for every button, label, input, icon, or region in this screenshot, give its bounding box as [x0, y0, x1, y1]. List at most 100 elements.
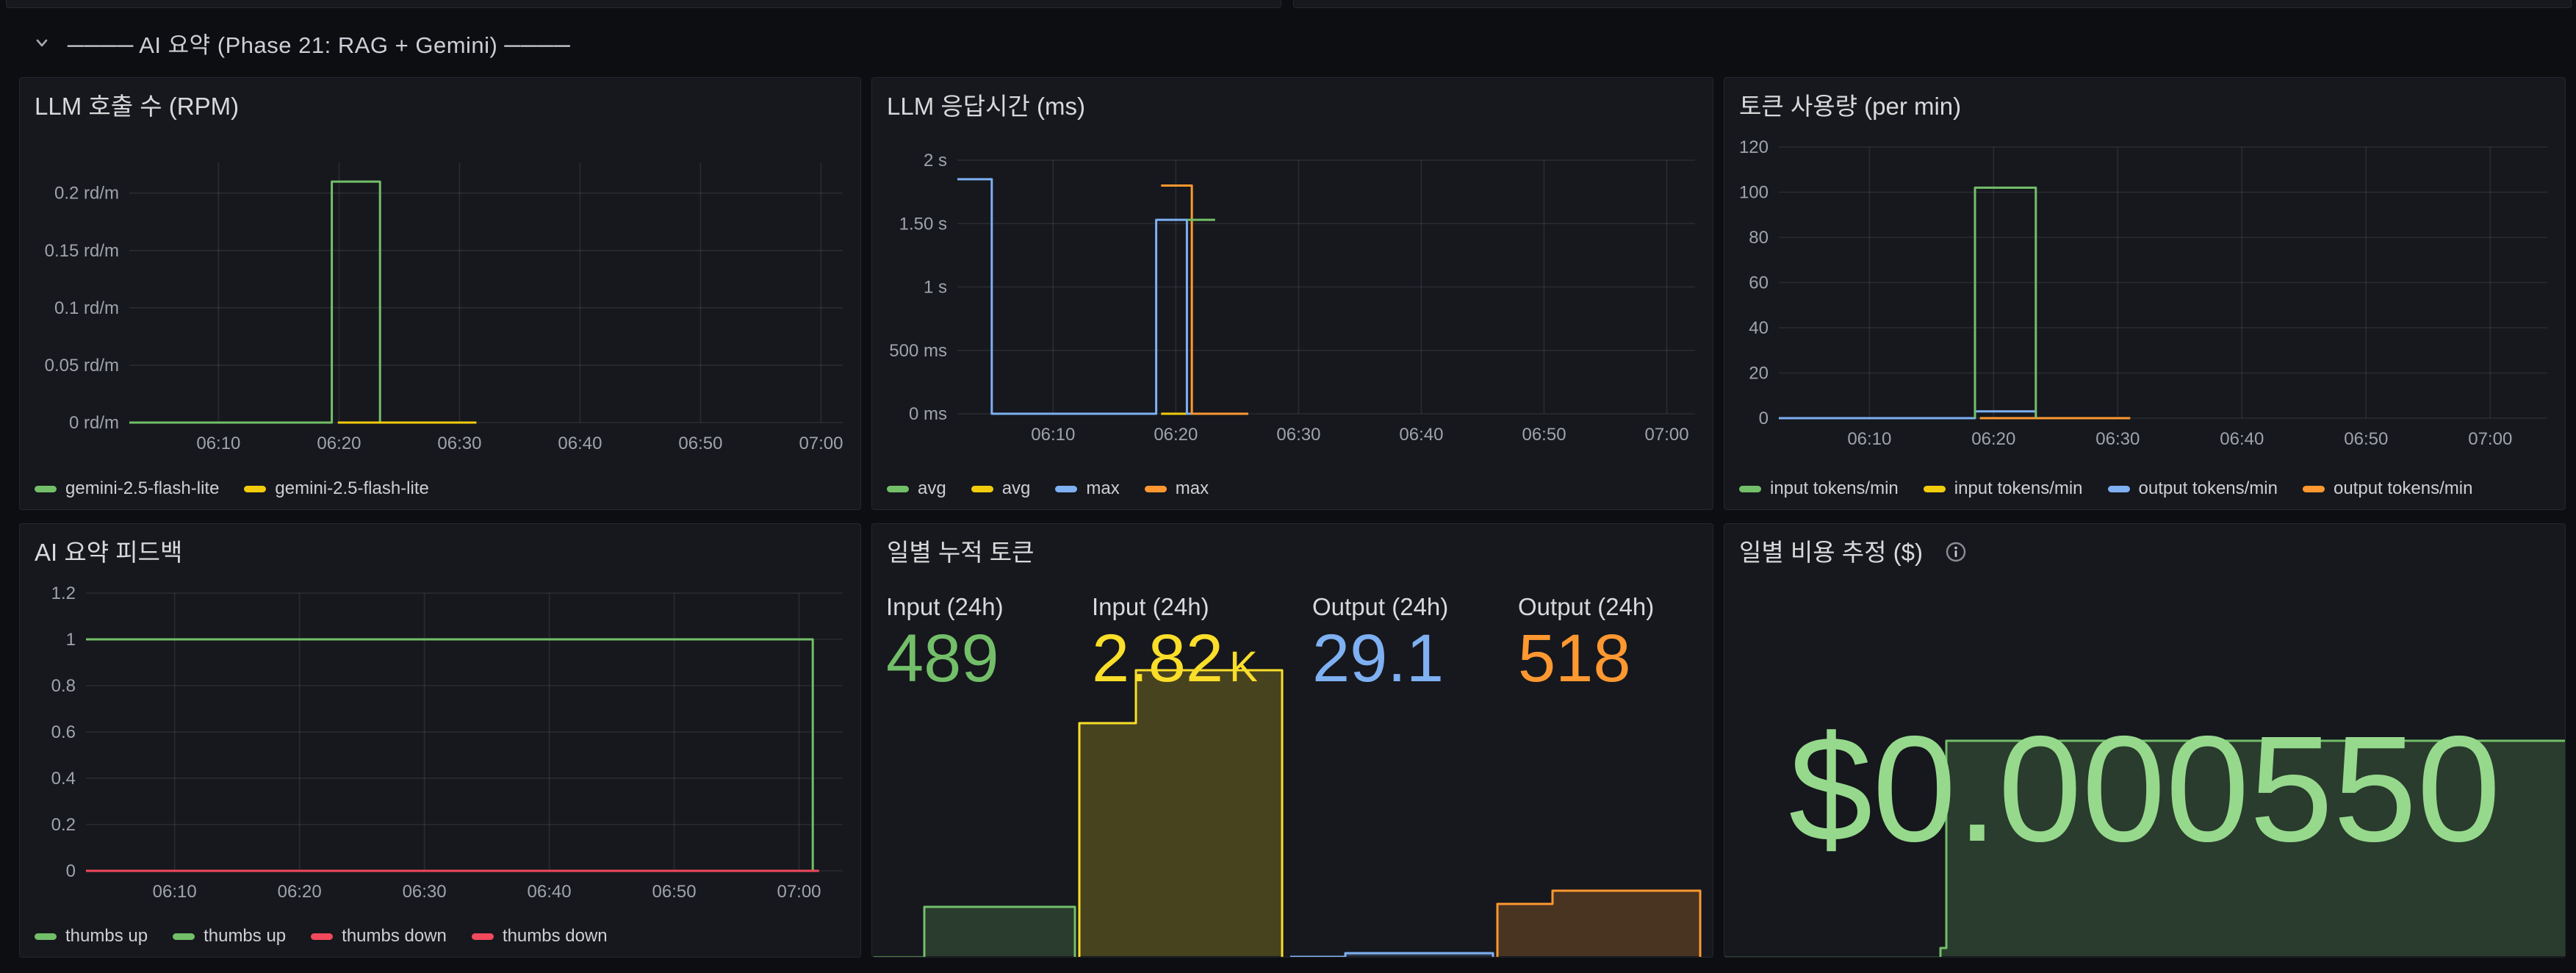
- chevron-down-icon[interactable]: [32, 33, 51, 52]
- svg-text:0.6: 0.6: [51, 722, 76, 742]
- legend-swatch-icon: [2302, 485, 2325, 492]
- svg-text:0.4: 0.4: [51, 769, 76, 789]
- svg-text:06:10: 06:10: [1847, 429, 1891, 449]
- stat-label: Input (24h): [886, 593, 1004, 620]
- legend-item[interactable]: max: [1055, 478, 1120, 499]
- legend-swatch-icon: [35, 485, 57, 492]
- svg-text:06:10: 06:10: [1031, 425, 1075, 445]
- svg-text:0.15 rd/m: 0.15 rd/m: [45, 241, 119, 261]
- svg-text:06:30: 06:30: [2095, 429, 2140, 449]
- legend-item[interactable]: output tokens/min: [2107, 478, 2278, 499]
- svg-text:500 ms: 500 ms: [889, 341, 947, 361]
- svg-text:1: 1: [66, 630, 76, 650]
- chart-legend: input tokens/min input tokens/min output t…: [1739, 478, 2472, 499]
- svg-text:0.2: 0.2: [51, 815, 76, 835]
- legend-label: max: [1175, 478, 1209, 498]
- legend-label: thumbs down: [342, 926, 447, 946]
- legend-item[interactable]: avg: [887, 478, 946, 499]
- legend-item[interactable]: thumbs down: [311, 926, 447, 947]
- legend-swatch-icon: [244, 485, 267, 492]
- legend-label: input tokens/min: [1954, 478, 2083, 498]
- stat-sparklines[interactable]: [872, 524, 1713, 959]
- panel-title[interactable]: LLM 호출 수 (RPM): [35, 93, 240, 120]
- timeseries-chart-latency[interactable]: 06:10 06:20 06:30 06:40 06:50 07:00 2 s 1.50 s 1…: [872, 78, 1713, 509]
- legend-label: thumbs up: [65, 926, 148, 946]
- panel-title[interactable]: 일별 비용 추정 ($): [1739, 539, 1923, 566]
- svg-text:06:40: 06:40: [2220, 429, 2264, 449]
- legend-label: input tokens/min: [1770, 478, 1899, 498]
- svg-text:100: 100: [1739, 183, 1769, 203]
- row-title[interactable]: ──── AI 요약 (Phase 21: RAG + Gemini) ────: [68, 32, 571, 58]
- legend-item[interactable]: input tokens/min: [1923, 478, 2083, 499]
- legend-item[interactable]: gemini-2.5-flash-lite: [244, 478, 429, 499]
- svg-text:07:00: 07:00: [799, 434, 843, 453]
- panel-title[interactable]: 토큰 사용량 (per min): [1739, 93, 1962, 120]
- stat-label: Output (24h): [1312, 593, 1449, 620]
- legend-item[interactable]: output tokens/min: [2302, 478, 2473, 499]
- timeseries-chart-feedback[interactable]: 06:10 06:20 06:30 06:40 06:50 07:00 1.2 1 0.8 0.6…: [20, 524, 860, 957]
- svg-text:0.8: 0.8: [51, 676, 76, 696]
- svg-text:06:40: 06:40: [1399, 425, 1443, 445]
- legend-item[interactable]: thumbs down: [471, 926, 608, 947]
- legend-label: output tokens/min: [2333, 478, 2473, 498]
- legend-item[interactable]: thumbs up: [35, 926, 148, 947]
- legend-swatch-icon: [971, 485, 993, 492]
- panel-daily-tokens: 일별 누적 토큰 Input (24h) 489 Input (24h) 2.8…: [871, 523, 1713, 959]
- legend-label: thumbs up: [204, 926, 287, 946]
- panel-title[interactable]: 일별 누적 토큰: [887, 539, 1035, 566]
- timeseries-chart-tokens[interactable]: 06:10 06:20 06:30 06:40 06:50 07:00 120 100 80 60…: [1724, 78, 2565, 509]
- svg-text:06:30: 06:30: [437, 434, 481, 453]
- legend-label: gemini-2.5-flash-lite: [275, 478, 429, 498]
- chart-legend: gemini-2.5-flash-lite gemini-2.5-flash-li…: [35, 478, 429, 499]
- panel-daily-cost: 일별 비용 추정 ($) $0.000550: [1724, 523, 2566, 960]
- row-header-ai-summary[interactable]: ──── AI 요약 (Phase 21: RAG + Gemini) ────: [32, 28, 571, 58]
- svg-text:07:00: 07:00: [1645, 425, 1689, 445]
- panel-title[interactable]: AI 요약 피드백: [35, 539, 183, 566]
- legend-item[interactable]: thumbs up: [173, 926, 286, 947]
- svg-text:0.1 rd/m: 0.1 rd/m: [54, 298, 119, 318]
- svg-text:2 s: 2 s: [924, 151, 947, 170]
- legend-label: gemini-2.5-flash-lite: [65, 478, 220, 498]
- svg-text:06:50: 06:50: [2344, 429, 2388, 449]
- timeseries-chart-rpm[interactable]: 06:10 06:20 06:30 06:40 06:50 07:00 0.2 rd/m 0.…: [20, 78, 860, 509]
- legend-swatch-icon: [1923, 485, 1946, 492]
- svg-text:06:10: 06:10: [153, 882, 197, 902]
- stat-output-24h-blue: Output (24h) 29.1: [1312, 593, 1450, 697]
- svg-text:1 s: 1 s: [924, 278, 947, 298]
- stat-output-24h-orange: Output (24h) 518: [1518, 593, 1654, 697]
- svg-text:06:50: 06:50: [652, 882, 697, 902]
- panel-llm-latency: LLM 응답시간 (ms) 06:10 06:20 06:30 06:40 06:50 0…: [871, 77, 1713, 510]
- legend-swatch-icon: [1144, 485, 1167, 492]
- svg-text:07:00: 07:00: [777, 882, 821, 902]
- svg-text:06:30: 06:30: [403, 882, 447, 902]
- legend-item[interactable]: avg: [971, 478, 1031, 499]
- legend-item[interactable]: gemini-2.5-flash-lite: [35, 478, 219, 499]
- svg-text:120: 120: [1739, 137, 1769, 157]
- stat-value: 29.1: [1312, 621, 1444, 696]
- chart-legend: avg avg max max: [887, 478, 1209, 499]
- legend-label: avg: [1001, 478, 1031, 498]
- panel-title[interactable]: LLM 응답시간 (ms): [887, 93, 1085, 120]
- panel-token-usage: 토큰 사용량 (per min) 06:10 06:20 06:30 06:40 06:…: [1724, 77, 2566, 510]
- legend-swatch-icon: [35, 933, 57, 940]
- legend-label: output tokens/min: [2138, 478, 2278, 498]
- stat-value-cost: $0.000550: [1788, 705, 2501, 873]
- legend-swatch-icon: [887, 485, 909, 492]
- legend-label: avg: [918, 478, 946, 498]
- svg-text:20: 20: [1749, 364, 1769, 384]
- info-icon[interactable]: [1945, 541, 1967, 563]
- legend-item[interactable]: input tokens/min: [1739, 478, 1899, 499]
- svg-text:0: 0: [66, 861, 76, 881]
- legend-swatch-icon: [173, 933, 195, 940]
- legend-swatch-icon: [1055, 485, 1078, 492]
- chart-legend: thumbs up thumbs up thumbs down thumbs down: [35, 926, 608, 947]
- svg-text:06:10: 06:10: [196, 434, 240, 453]
- stat-value: 489: [886, 621, 999, 696]
- svg-text:06:40: 06:40: [528, 882, 572, 902]
- svg-text:06:30: 06:30: [1276, 425, 1320, 445]
- legend-label: max: [1086, 478, 1120, 498]
- svg-text:06:20: 06:20: [1971, 429, 2015, 449]
- legend-swatch-icon: [1739, 485, 1761, 492]
- legend-item[interactable]: max: [1144, 478, 1209, 499]
- stat-value: 518: [1518, 621, 1631, 696]
